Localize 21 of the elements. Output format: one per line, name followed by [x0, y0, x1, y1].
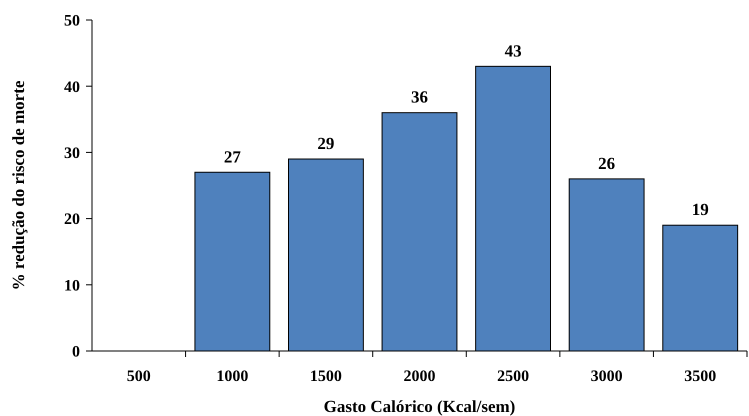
data-label: 36 — [411, 88, 428, 107]
y-tick-label: 0 — [72, 344, 80, 361]
data-label: 27 — [224, 147, 242, 166]
x-tick-label: 1500 — [310, 368, 342, 385]
x-tick-label: 3000 — [590, 368, 623, 385]
x-tick-label: 3500 — [684, 368, 716, 385]
x-axis-title: Gasto Calórico (Kcal/sem) — [324, 397, 516, 416]
y-tick-label: 50 — [64, 12, 80, 30]
y-tick-label: 30 — [64, 145, 80, 162]
data-label: 19 — [692, 200, 709, 220]
x-tick-label: 2000 — [404, 368, 436, 385]
data-label: 26 — [598, 154, 616, 173]
x-tick-label: 1000 — [216, 368, 248, 385]
data-label: 29 — [317, 134, 334, 154]
y-tick-label: 40 — [64, 78, 80, 96]
y-tick-label: 10 — [64, 277, 80, 294]
x-tick-label: 500 — [126, 368, 151, 385]
x-tick-label: 2500 — [497, 368, 530, 385]
data-label: 43 — [504, 41, 522, 60]
y-axis-title: % redução do risco de morte — [9, 80, 28, 290]
y-tick-label: 20 — [64, 211, 80, 228]
